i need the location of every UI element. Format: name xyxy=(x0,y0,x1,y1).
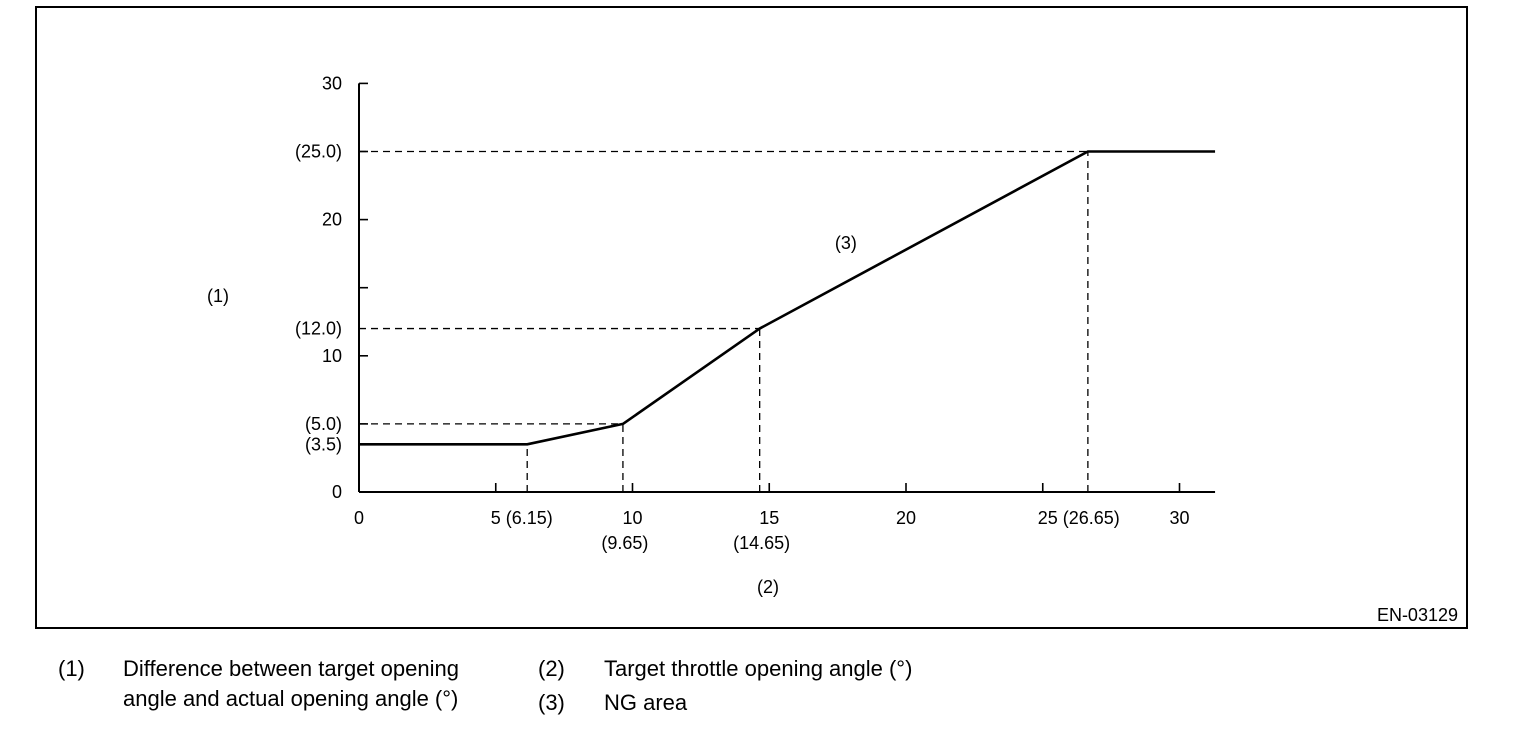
legend-item-1: (1) Difference between target opening an… xyxy=(58,654,518,716)
x-tick-label: 30 xyxy=(1169,508,1189,528)
y-tick-label: 30 xyxy=(322,73,342,93)
legend-text: Target throttle opening angle (°) xyxy=(604,656,913,681)
x-value-label: (14.65) xyxy=(733,533,790,553)
legend-text-line1: Difference between target opening xyxy=(123,656,459,681)
legend-item-3: (3) NG area xyxy=(538,688,978,718)
x-tick-label: 15 xyxy=(759,508,779,528)
series-line xyxy=(359,150,1216,446)
y-tick-label: 0 xyxy=(332,482,342,502)
legend-item-2: (2) Target throttle opening angle (°) xyxy=(538,654,978,684)
x-tick-label: 10 xyxy=(622,508,642,528)
figure-frame xyxy=(35,6,1468,629)
legend-number: (2) xyxy=(538,656,565,681)
legend-number: (1) xyxy=(58,656,85,681)
y-axis-label: (1) xyxy=(207,286,229,306)
y-value-label: 20 xyxy=(322,210,342,230)
x-tick-label: 20 xyxy=(896,508,916,528)
region-annotation: (3) xyxy=(835,233,857,253)
x-value-label: (9.65) xyxy=(601,533,648,553)
y-value-label: (12.0) xyxy=(295,319,342,339)
y-tick-label: 10 xyxy=(322,346,342,366)
legend-number: (3) xyxy=(538,690,565,715)
x-axis-label: (2) xyxy=(757,577,779,597)
legend-text-line2: angle and actual opening angle (°) xyxy=(123,686,459,711)
y-value-label: (3.5) xyxy=(305,434,342,454)
y-value-label: (5.0) xyxy=(305,414,342,434)
x-tick-label: 25 (26.65) xyxy=(1038,508,1120,528)
x-tick-label: 0 xyxy=(354,508,364,528)
x-tick-label: 5 (6.15) xyxy=(491,508,553,528)
y-value-label: (25.0) xyxy=(295,142,342,162)
figure-id: EN-03129 xyxy=(1377,605,1458,625)
legend-text: NG area xyxy=(604,690,688,715)
